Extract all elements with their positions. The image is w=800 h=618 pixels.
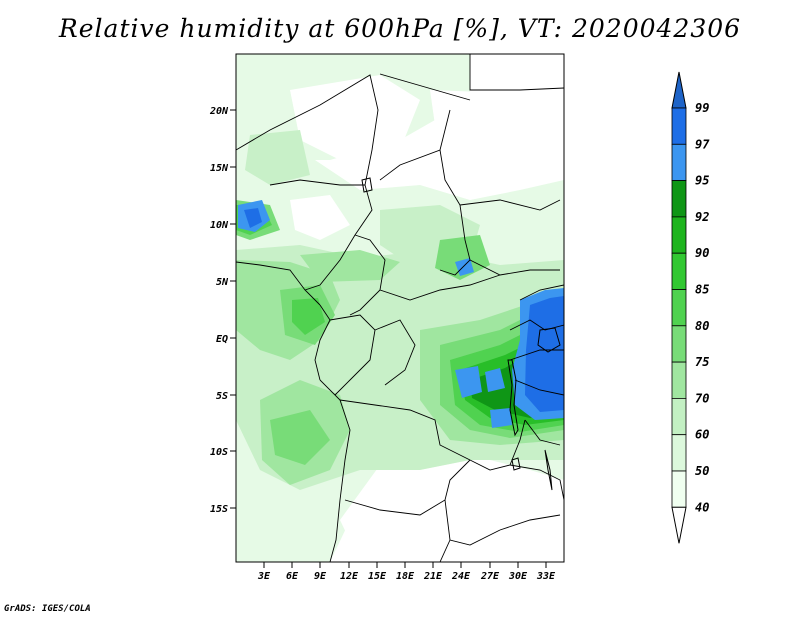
colorbar-label: 97 xyxy=(695,137,710,151)
colorbar-top-arrow xyxy=(671,71,687,109)
rh-95-region xyxy=(490,408,512,428)
lon-tick-label: 9E xyxy=(314,571,327,582)
lon-tick-label: 21E xyxy=(423,571,443,582)
lakes xyxy=(361,177,561,491)
rh-75-region xyxy=(270,410,330,465)
lat-tick-label: 5S xyxy=(216,391,228,402)
lat-tick-label: 20N xyxy=(209,106,229,117)
lat-tick-label: EQ xyxy=(216,334,228,345)
map-frame xyxy=(235,53,565,563)
rh-95-region xyxy=(455,258,474,276)
colorbar-label: 75 xyxy=(695,355,709,369)
lake-mweru xyxy=(511,457,521,471)
colorbar-label: 92 xyxy=(695,210,709,224)
colorbar-label: 80 xyxy=(695,319,709,333)
lake-chad xyxy=(361,177,373,193)
colorbar-segment xyxy=(671,180,687,218)
lat-axis: 20N 15N 10N 5N EQ 5S 10S 15S xyxy=(209,106,236,515)
colorbar-label: 99 xyxy=(695,101,709,115)
lat-tick-label: 10S xyxy=(210,447,228,458)
lon-tick-label: 15E xyxy=(368,571,387,582)
colorbar-segment xyxy=(671,325,687,363)
colorbar-label: 40 xyxy=(695,500,709,514)
rh-dry-region xyxy=(430,90,564,180)
rh-95-region xyxy=(455,366,482,398)
lat-tick-label: 5N xyxy=(216,277,229,288)
rh-97-region xyxy=(244,208,262,228)
lake-victoria xyxy=(537,327,561,353)
rh-95-region xyxy=(485,368,505,392)
lake-tanganyika xyxy=(507,359,519,437)
colorbar-label: 70 xyxy=(695,391,709,405)
colorbar-segment xyxy=(671,361,687,399)
colorbar: 99 97 95 92 90 85 80 75 70 60 50 40 xyxy=(671,71,710,544)
lon-tick-label: 33E xyxy=(536,571,556,582)
rh-97-region xyxy=(525,296,564,412)
colorbar-segment xyxy=(671,470,687,508)
colorbar-label: 50 xyxy=(695,464,709,478)
rh-70-region xyxy=(300,250,400,282)
lat-tick-label: 15S xyxy=(210,504,228,515)
colorbar-segment xyxy=(671,397,687,436)
colorbar-segment xyxy=(671,252,687,290)
chart-title: Relative humidity at 600hPa [%], VT: 202… xyxy=(58,14,742,43)
lat-tick-label: 15N xyxy=(210,163,229,174)
colorbar-bottom-arrow xyxy=(671,506,687,544)
lat-tick-label: 10N xyxy=(210,220,229,231)
rh-dry-region xyxy=(290,195,350,240)
rh-dry-region xyxy=(340,455,564,562)
colorbar-segment xyxy=(671,216,687,254)
lon-tick-label: 24E xyxy=(451,571,471,582)
colorbar-label: 85 xyxy=(695,283,709,297)
country-borders xyxy=(236,54,564,562)
colorbar-segment xyxy=(671,434,687,472)
colorbar-label: 90 xyxy=(695,246,709,260)
colorbar-segment xyxy=(671,143,687,182)
humidity-field xyxy=(236,54,564,562)
colorbar-segment xyxy=(671,289,687,327)
grads-credit: GrADS: IGES/COLA xyxy=(4,604,91,614)
lon-tick-label: 12E xyxy=(340,571,359,582)
lake-malawi xyxy=(544,449,553,491)
rh-80-region xyxy=(292,298,325,335)
colorbar-label: 95 xyxy=(695,174,709,188)
lon-tick-label: 27E xyxy=(480,571,500,582)
lon-tick-label: 18E xyxy=(396,571,415,582)
rh-60-region xyxy=(245,130,310,185)
lon-tick-label: 3E xyxy=(257,571,271,582)
lon-tick-label: 30E xyxy=(508,571,528,582)
lon-axis: 3E 6E 9E 12E 15E 18E 21E 24E 27E 30E 33E xyxy=(257,562,556,582)
colorbar-label: 60 xyxy=(695,428,709,442)
rh-75-region xyxy=(435,235,490,280)
lon-tick-label: 6E xyxy=(286,571,299,582)
colorbar-segment xyxy=(671,107,687,145)
rh-dry-region xyxy=(290,75,420,160)
